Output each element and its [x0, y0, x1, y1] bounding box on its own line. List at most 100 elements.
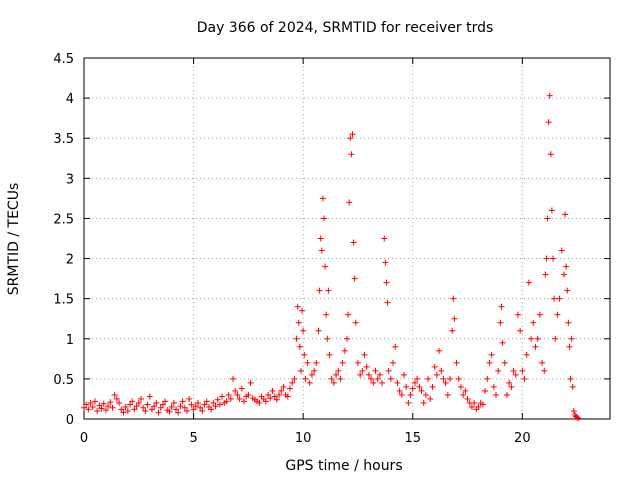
y-tick-label: 3 — [66, 172, 74, 187]
data-point — [484, 375, 491, 382]
data-point — [301, 351, 308, 358]
data-point — [554, 311, 561, 318]
data-point — [317, 235, 324, 242]
data-point — [510, 367, 517, 374]
x-tick-label: 10 — [295, 431, 312, 446]
data-point — [271, 393, 278, 400]
data-point — [157, 404, 164, 411]
x-tick-label: 0 — [80, 431, 88, 446]
data-point — [238, 385, 245, 392]
data-point — [361, 351, 368, 358]
data-point — [498, 303, 505, 310]
data-point — [440, 375, 447, 382]
data-point — [490, 383, 497, 390]
data-point — [297, 367, 304, 374]
data-point — [451, 315, 458, 322]
data-point — [545, 119, 552, 126]
data-point — [431, 363, 438, 370]
data-point — [499, 339, 506, 346]
data-point — [267, 395, 274, 402]
data-point — [223, 398, 230, 405]
data-point — [368, 375, 375, 382]
data-point — [514, 311, 521, 318]
data-point — [471, 399, 478, 406]
y-tick-label: 2.5 — [53, 212, 74, 227]
data-point — [416, 383, 423, 390]
x-tick-label: 5 — [189, 431, 197, 446]
data-point — [346, 199, 353, 206]
data-point — [278, 387, 285, 394]
data-point — [325, 287, 332, 294]
data-point — [575, 415, 582, 422]
data-point — [556, 295, 563, 302]
data-point — [109, 404, 116, 411]
data-point — [354, 359, 361, 366]
data-point — [144, 401, 151, 408]
data-point — [216, 401, 223, 408]
data-point — [111, 391, 118, 398]
data-point — [188, 401, 195, 408]
data-point — [118, 406, 125, 413]
data-point — [315, 327, 322, 334]
data-point — [124, 407, 131, 414]
data-point — [521, 375, 528, 382]
data-point — [382, 259, 389, 266]
data-point — [418, 387, 425, 394]
data-point — [190, 406, 197, 413]
data-point — [568, 335, 575, 342]
data-point — [547, 151, 554, 158]
data-point — [442, 379, 449, 386]
data-point — [558, 247, 565, 254]
data-point — [357, 371, 364, 378]
data-point — [544, 215, 551, 222]
data-point — [131, 406, 138, 413]
data-point — [333, 371, 340, 378]
data-point — [96, 402, 103, 409]
data-point — [351, 275, 358, 282]
data-point — [322, 263, 329, 270]
data-point — [542, 271, 549, 278]
data-point — [475, 403, 482, 410]
data-point — [405, 399, 412, 406]
data-point — [210, 399, 217, 406]
data-point — [385, 367, 392, 374]
data-point — [523, 351, 530, 358]
data-point — [280, 383, 287, 390]
data-point — [289, 379, 296, 386]
data-point — [245, 391, 252, 398]
data-point — [394, 379, 401, 386]
data-point — [450, 295, 457, 302]
data-point — [517, 327, 524, 334]
data-point — [192, 403, 199, 410]
data-point — [320, 215, 327, 222]
data-point — [350, 239, 357, 246]
data-point — [98, 405, 105, 412]
data-point — [148, 406, 155, 413]
x-tick-label: 15 — [404, 431, 421, 446]
data-point — [365, 371, 372, 378]
y-axis-label: SRMTID / TECUs — [6, 183, 22, 296]
data-point — [384, 299, 391, 306]
y-tick-label: 0.5 — [53, 373, 74, 388]
data-point — [372, 367, 379, 374]
data-point — [495, 367, 502, 374]
data-point — [486, 359, 493, 366]
data-point — [352, 319, 359, 326]
data-point — [528, 335, 535, 342]
y-tick-label: 3.5 — [53, 132, 74, 147]
data-point — [422, 391, 429, 398]
data-point — [194, 399, 201, 406]
data-point — [256, 399, 263, 406]
data-point — [81, 404, 87, 411]
y-tick-label: 4 — [66, 92, 74, 107]
data-point — [306, 379, 313, 386]
data-point — [330, 379, 337, 386]
x-tick-label: 20 — [514, 431, 531, 446]
data-point — [208, 406, 215, 413]
data-point — [219, 393, 226, 400]
data-point — [162, 398, 169, 405]
data-point — [414, 375, 421, 382]
data-point — [447, 375, 454, 382]
data-point — [89, 403, 96, 410]
